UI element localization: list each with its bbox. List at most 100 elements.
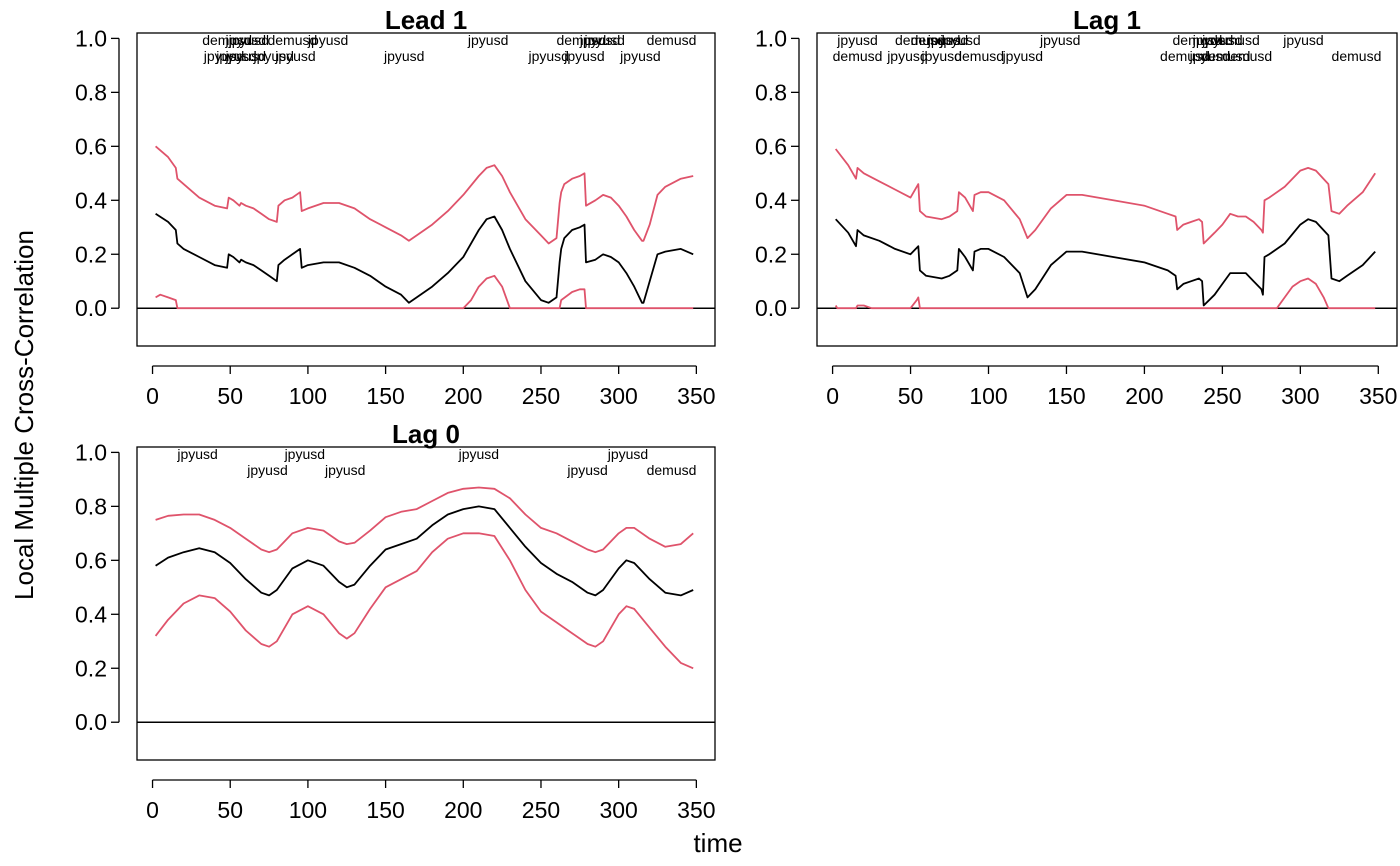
variable-annotation: jpyusd xyxy=(284,446,325,462)
panel-lag-0: Lag 0 0 50 100 150 200 250 300 350 0.0 0.2 0.4 0.6 0.… xyxy=(75,419,716,823)
series-line-estimate xyxy=(155,505,694,597)
variable-annotation: demusd xyxy=(1222,48,1272,64)
variable-annotation: demusd xyxy=(895,32,945,48)
plot-frame xyxy=(816,32,1398,347)
y-tick-label: 1.0 xyxy=(75,25,107,51)
x-tick-label: 300 xyxy=(599,797,637,823)
x-tick-label: 100 xyxy=(289,383,327,409)
variable-annotation: jpyusd xyxy=(1282,32,1323,48)
variable-annotation: jpyusd xyxy=(886,48,927,64)
variable-annotation: jpyusd xyxy=(563,48,604,64)
y-tick-label: 0.0 xyxy=(75,295,107,321)
variable-annotation: jpyusd xyxy=(583,32,624,48)
variable-annotation: jpyusd xyxy=(307,32,348,48)
variable-annotation: jpyusd xyxy=(203,48,244,64)
x-tick-label: 0 xyxy=(826,383,839,409)
x-tick-label: 150 xyxy=(1047,383,1085,409)
variable-annotation: jpyusd xyxy=(274,48,315,64)
x-tick-label: 300 xyxy=(599,383,637,409)
x-tick-label: 250 xyxy=(1203,383,1241,409)
variable-annotation: jpyusd xyxy=(176,446,217,462)
variable-annotation: jpyusd xyxy=(1201,32,1242,48)
y-tick-label: 0.2 xyxy=(75,655,107,681)
x-tick-label: 50 xyxy=(898,383,924,409)
variable-annotation: jpyusd xyxy=(1192,32,1233,48)
series-line-estimate xyxy=(155,213,694,304)
variable-annotation: jpyusd xyxy=(383,48,424,64)
variable-annotation: jpyusd xyxy=(246,462,287,478)
variable-annotation: jpyusd xyxy=(225,32,266,48)
variable-annotation: jpyusd xyxy=(252,48,293,64)
variable-annotation: jpyusd xyxy=(215,48,256,64)
panel-lead-1: Lead 1 0 50 100 150 200 250 300 350 0.0 0.2 0.4 0.6 0… xyxy=(75,5,716,409)
series-line-estimate xyxy=(835,218,1376,307)
x-tick-label: 200 xyxy=(444,383,482,409)
variable-annotation: jpyusd xyxy=(324,462,365,478)
variable-annotation: demusd xyxy=(954,48,1004,64)
variable-annotation: demusd xyxy=(833,48,883,64)
plot-frame xyxy=(136,446,716,761)
series-line-upper xyxy=(155,486,694,554)
x-tick-label: 350 xyxy=(1359,383,1397,409)
variable-annotation: jpyusd xyxy=(836,32,877,48)
y-tick-label: 0.2 xyxy=(755,241,787,267)
series-line-lower xyxy=(834,277,1376,310)
variable-annotation: demusd xyxy=(202,32,252,48)
variable-annotation: jpyusd xyxy=(607,446,648,462)
variable-annotation: jpyusd xyxy=(920,48,961,64)
variable-annotation: jpyusd xyxy=(225,48,266,64)
variable-annotation: demusd xyxy=(1210,32,1260,48)
x-tick-label: 250 xyxy=(522,797,560,823)
y-tick-label: 0.6 xyxy=(755,133,787,159)
variable-annotation: demusd xyxy=(1173,32,1223,48)
series-line-upper xyxy=(834,148,1376,245)
variable-annotation: jpyusd xyxy=(458,446,499,462)
variable-annotation: jpyusd xyxy=(939,32,980,48)
variable-annotation: jpyusd xyxy=(1039,32,1080,48)
panel-title: Lead 1 xyxy=(385,5,467,35)
y-tick-label: 0.2 xyxy=(75,241,107,267)
x-tick-label: 150 xyxy=(366,383,404,409)
variable-annotation: demusd xyxy=(267,32,317,48)
panel-lag-1: Lag 1 0 50 100 150 200 250 300 350 0.0 0.2 0.4 0.6 0.… xyxy=(755,5,1398,409)
x-tick-label: 150 xyxy=(366,797,404,823)
shared-x-axis-label: time xyxy=(693,828,742,858)
variable-annotation: demusd xyxy=(1332,48,1382,64)
x-tick-label: 0 xyxy=(146,797,159,823)
y-tick-label: 1.0 xyxy=(75,439,107,465)
variable-annotation: demusd xyxy=(556,32,606,48)
series-line-lower xyxy=(155,274,694,310)
plot-frame xyxy=(136,32,716,347)
series-line-upper xyxy=(155,145,694,245)
variable-annotation: demusd xyxy=(911,32,961,48)
y-tick-label: 0.6 xyxy=(75,547,107,573)
variable-annotation: demusd xyxy=(1160,48,1210,64)
x-tick-label: 350 xyxy=(677,797,715,823)
x-tick-label: 50 xyxy=(217,797,243,823)
x-tick-label: 50 xyxy=(217,383,243,409)
x-tick-label: 250 xyxy=(522,383,560,409)
y-tick-label: 0.0 xyxy=(75,709,107,735)
x-tick-label: 350 xyxy=(677,383,715,409)
y-tick-label: 1.0 xyxy=(755,25,787,51)
x-tick-label: 200 xyxy=(1125,383,1163,409)
shared-y-axis-label: Local Multiple Cross-Correlation xyxy=(9,230,39,600)
x-tick-label: 300 xyxy=(1281,383,1319,409)
y-tick-label: 0.8 xyxy=(755,79,787,105)
variable-annotation: demusd xyxy=(647,462,697,478)
y-tick-label: 0.8 xyxy=(75,493,107,519)
series-line-lower xyxy=(154,532,694,670)
variable-annotation: jpyusd xyxy=(528,48,569,64)
variable-annotation: jpyusd xyxy=(228,32,269,48)
panel-title: Lag 1 xyxy=(1073,5,1141,35)
variable-annotation: jpyusd xyxy=(927,32,968,48)
panel-title: Lag 0 xyxy=(392,419,460,449)
variable-annotation: demusd xyxy=(647,32,697,48)
y-tick-label: 0.0 xyxy=(755,295,787,321)
y-tick-label: 0.6 xyxy=(75,133,107,159)
variable-annotation: jpyusd xyxy=(467,32,508,48)
y-tick-label: 0.8 xyxy=(75,79,107,105)
variable-annotation: jpyusd xyxy=(619,48,660,64)
x-tick-label: 200 xyxy=(444,797,482,823)
